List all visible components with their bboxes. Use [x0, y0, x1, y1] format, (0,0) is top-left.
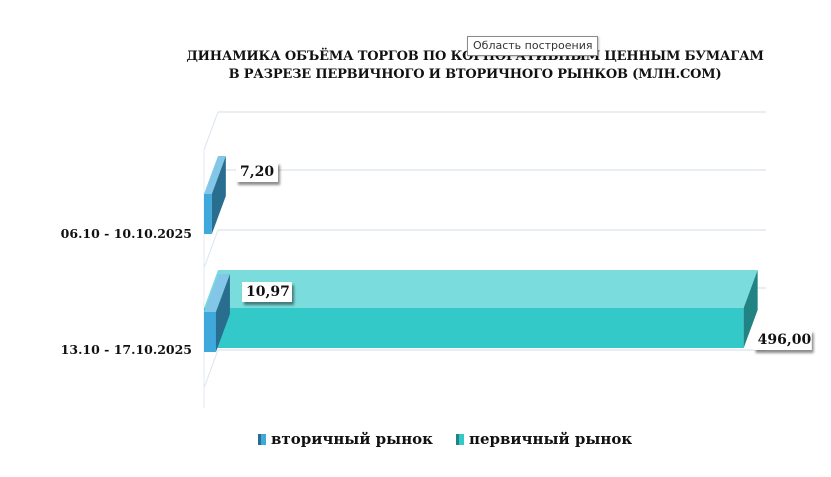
bar-primary-top: [204, 270, 758, 308]
data-label-secondary: 7,20: [240, 164, 274, 180]
data-label-primary: 496,00: [758, 332, 812, 348]
bar-primary: [204, 308, 744, 348]
gridline-diagonal: [203, 111, 219, 151]
gridline-diagonal: [203, 229, 219, 269]
category-label: 13.10 - 17.10.2025: [61, 342, 192, 357]
chart-title-line-2: В РАЗРЕЗЕ ПЕРВИЧНОГО И ВТОРИЧНОГО РЫНКОВ…: [228, 67, 722, 82]
chart-title: ДИНАМИКА ОБЪЁМА ТОРГОВ ПО КОРПОРАТИВНЫМ …: [120, 48, 830, 84]
plot-area-tooltip: Область построения: [467, 36, 599, 56]
data-label-secondary-box: [236, 162, 278, 182]
bar-primary-side: [743, 270, 758, 348]
category-label: 06.10 - 10.10.2025: [61, 226, 192, 241]
legend-swatch-side: [456, 434, 459, 445]
legend-label: вторичный рынок: [271, 430, 433, 448]
legend-swatch: [258, 434, 266, 445]
legend-swatch: [456, 434, 464, 445]
bar-secondary-side: [215, 274, 230, 352]
bar-secondary: [204, 312, 216, 352]
chart-title-line-1: ДИНАМИКА ОБЪЁМА ТОРГОВ ПО КОРПОРАТИВНЫМ …: [186, 49, 764, 64]
data-label-secondary-box: [242, 282, 292, 302]
legend-swatch-side: [258, 434, 261, 445]
bar-secondary-top: [204, 156, 226, 194]
bar-secondary: [204, 194, 212, 234]
bar-secondary-side: [211, 156, 226, 234]
data-label-secondary: 10,97: [246, 284, 290, 300]
gridline-diagonal: [203, 349, 219, 389]
bar-secondary-top: [204, 274, 230, 312]
data-label-primary-box: [753, 330, 812, 350]
legend-label: первичный рынок: [469, 430, 632, 448]
